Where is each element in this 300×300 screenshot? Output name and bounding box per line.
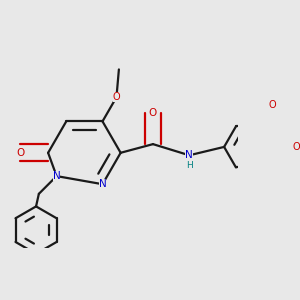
Text: O: O (112, 92, 120, 102)
Text: N: N (185, 150, 193, 160)
Text: N: N (53, 171, 61, 181)
Text: O: O (293, 142, 300, 152)
Text: O: O (16, 148, 24, 158)
Text: N: N (99, 179, 106, 189)
Text: O: O (268, 100, 276, 110)
Text: H: H (186, 160, 193, 169)
Text: O: O (149, 108, 157, 118)
